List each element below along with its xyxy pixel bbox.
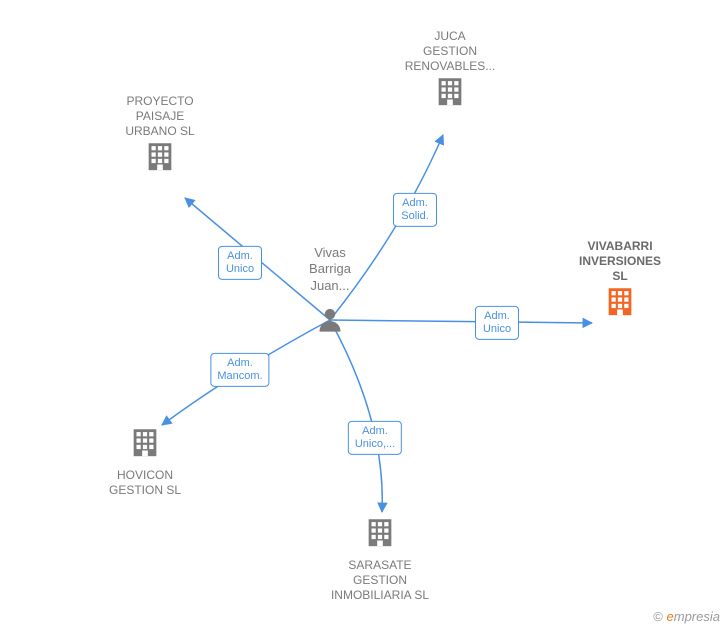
edge-label-sarasate: Adm. Unico,... [348, 421, 402, 455]
company-node-juca-gestion[interactable]: JUCAGESTIONRENOVABLES... [390, 25, 510, 113]
company-node-sarasate[interactable]: SARASATEGESTIONINMOBILIARIA SL [320, 515, 440, 603]
network-diagram: Vivas Barriga Juan... PROYECTOPAISAJEURBA… [0, 0, 728, 630]
center-person-label: Vivas Barriga Juan... [309, 245, 351, 294]
building-icon [433, 74, 467, 108]
company-node-hovicon[interactable]: HOVICONGESTION SL [85, 425, 205, 498]
edge-label-juca-gestion: Adm. Solid. [393, 193, 437, 227]
watermark: © empresia [653, 609, 720, 624]
company-node-vivabarri[interactable]: VIVABARRIINVERSIONESSL [560, 235, 680, 323]
edge-label-vivabarri: Adm. Unico [475, 306, 519, 340]
building-icon [603, 284, 637, 318]
edge-label-proyecto-paisaje: Adm. Unico [218, 246, 262, 280]
company-label: VIVABARRIINVERSIONESSL [560, 239, 680, 284]
company-label: SARASATEGESTIONINMOBILIARIA SL [320, 558, 440, 603]
building-icon [128, 425, 162, 459]
building-icon [363, 515, 397, 549]
company-label: HOVICONGESTION SL [85, 468, 205, 498]
company-label: JUCAGESTIONRENOVABLES... [390, 29, 510, 74]
edge-label-hovicon: Adm. Mancom. [210, 353, 269, 387]
person-icon [316, 306, 344, 334]
company-label: PROYECTOPAISAJEURBANO SL [100, 94, 220, 139]
company-node-proyecto-paisaje[interactable]: PROYECTOPAISAJEURBANO SL [100, 90, 220, 178]
center-person-node[interactable] [270, 306, 390, 339]
brand-rest: mpresia [674, 609, 720, 624]
building-icon [143, 139, 177, 173]
edge-sarasate [330, 320, 382, 512]
copyright-symbol: © [653, 609, 663, 624]
brand-first-letter: e [667, 609, 674, 624]
